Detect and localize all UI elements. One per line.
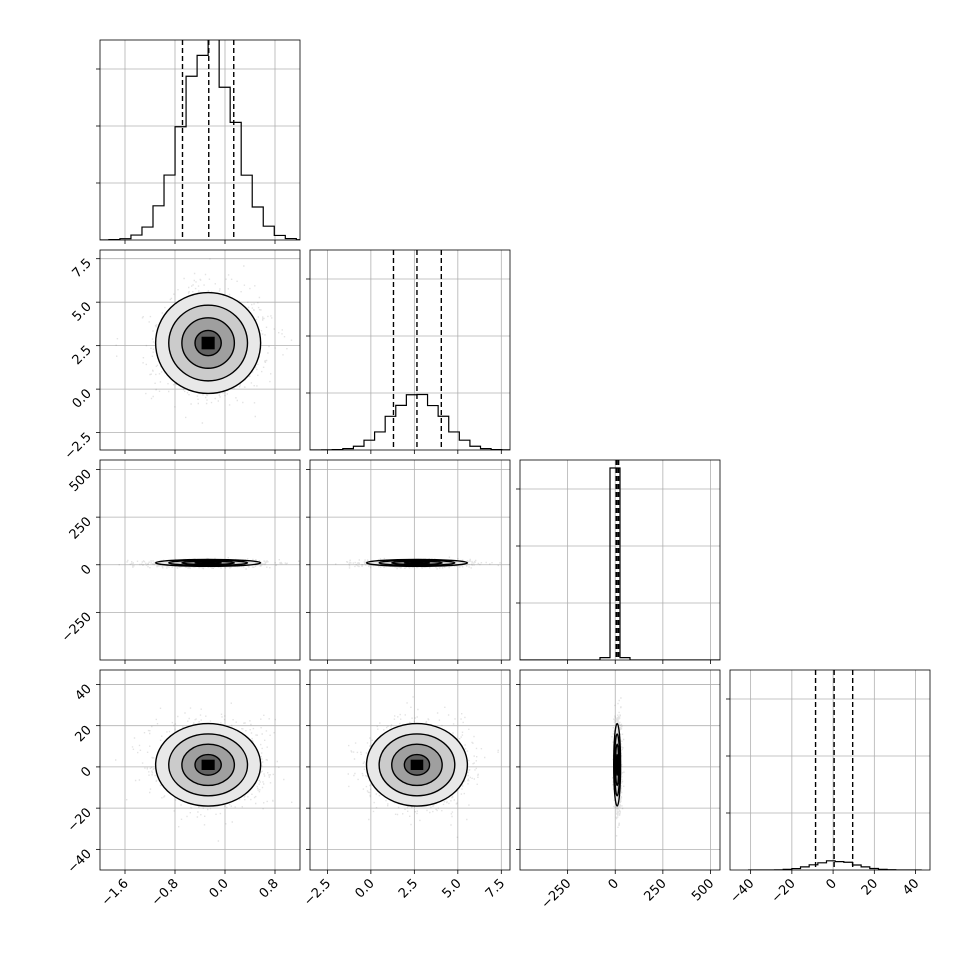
contour-4 [365, 558, 469, 567]
histogram-panel-2 [306, 249, 511, 454]
panel-frame [309, 669, 511, 871]
panel-frame [729, 669, 931, 871]
panel-frame [519, 459, 721, 661]
density-panel-3-2 [306, 459, 511, 664]
contour-1 [403, 753, 431, 776]
contour-2 [614, 743, 620, 787]
density-peak [201, 336, 215, 350]
y-tick-label: 7.5 [70, 256, 95, 281]
panel-content [310, 460, 510, 660]
density-panel-4-1: −40 −20 0 20 40 −1.6 −0.8 0.0 0.8 [65, 669, 301, 909]
y-tick-label: 20 [73, 723, 95, 745]
contour-1 [194, 561, 222, 565]
density-peak [410, 759, 424, 770]
y-tick-label: −250 [59, 610, 95, 646]
contour-4 [154, 291, 262, 395]
histogram-bars [100, 40, 300, 240]
y-tick-label: 250 [67, 514, 95, 542]
x-tick-label: 2.5 [396, 876, 421, 901]
x-tick-label: 500 [689, 876, 717, 904]
x-tick-label: 0.0 [207, 876, 232, 901]
contour-2 [181, 317, 236, 369]
panel-content [520, 670, 720, 870]
contour-2 [181, 743, 236, 787]
y-tick-label: 5.0 [70, 299, 95, 324]
y-tick-label: −40 [65, 847, 95, 877]
x-tick-label: 40 [900, 876, 922, 898]
panel-frame [99, 459, 301, 661]
density-peak [615, 759, 620, 770]
contour-3 [168, 733, 249, 797]
panel-content [310, 670, 510, 870]
panel-frame [519, 669, 721, 871]
density-panel-3-1: −250 0 250 500 [59, 459, 301, 664]
panel-frame [99, 39, 301, 241]
contour-3 [168, 559, 249, 567]
y-tick-label: 40 [73, 682, 95, 704]
contour-3 [168, 304, 249, 382]
x-tick-label: 20 [859, 876, 881, 898]
contour-2 [181, 560, 236, 566]
x-tick-label: −0.8 [149, 876, 182, 909]
x-tick-label: −40 [727, 876, 757, 906]
contour-3 [378, 559, 456, 567]
contour-1 [403, 561, 431, 565]
y-tick-label: 0.0 [70, 386, 95, 411]
histogram-panel-1 [96, 39, 301, 244]
x-tick-label: 0.0 [352, 876, 377, 901]
panel-frame [309, 249, 511, 451]
panel-content [100, 670, 300, 870]
x-tick-label: 0 [606, 876, 622, 892]
panel-content [100, 40, 300, 240]
density-peak [201, 560, 215, 565]
x-tick-label: −20 [769, 876, 799, 906]
x-tick-label: 250 [642, 876, 670, 904]
panel-content [100, 250, 300, 450]
x-tick-label: 0.8 [257, 876, 282, 901]
contour-4 [613, 722, 622, 807]
density-panel-4-3: −250 0 250 500 [516, 669, 721, 912]
contour-4 [154, 558, 262, 567]
panel-frame [99, 669, 301, 871]
histogram-panel-3 [516, 459, 721, 664]
contour-1 [194, 753, 222, 776]
contour-2 [391, 560, 443, 566]
contour-3 [378, 733, 456, 797]
y-tick-label: 500 [67, 467, 95, 495]
panel-content [100, 460, 300, 660]
panel-content [730, 670, 930, 870]
histogram-bars [747, 860, 922, 870]
histogram-panel-4: −40 −20 0 20 40 [726, 669, 931, 906]
x-tick-label: 7.5 [483, 876, 508, 901]
contour-3 [613, 733, 621, 797]
x-tick-label: 0 [823, 876, 839, 892]
panel-frame [99, 249, 301, 451]
x-tick-label: −250 [539, 876, 575, 912]
panel-frame [309, 459, 511, 661]
contour-1 [615, 753, 619, 776]
density-peak [201, 759, 215, 770]
density-peak [410, 560, 424, 565]
density-panel-2-1: −2.5 0.0 2.5 5.0 7.5 [62, 249, 301, 463]
x-tick-label: 5.0 [439, 876, 464, 901]
y-tick-label: −2.5 [62, 430, 95, 463]
panel-content [310, 250, 510, 450]
y-tick-label: −20 [65, 805, 95, 835]
y-tick-label: 2.5 [70, 343, 95, 368]
contour-4 [154, 722, 262, 807]
contour-2 [391, 743, 443, 787]
contour-1 [194, 329, 222, 357]
density-panel-4-2: −2.5 0.0 2.5 5.0 7.5 [301, 669, 511, 909]
histogram-bars [520, 467, 720, 660]
contour-4 [365, 722, 469, 807]
y-tick-label: 0 [78, 562, 94, 578]
x-tick-label: −2.5 [301, 876, 334, 909]
y-tick-label: 0 [78, 764, 94, 780]
panel-content [520, 460, 720, 660]
x-tick-label: −1.6 [99, 876, 132, 909]
